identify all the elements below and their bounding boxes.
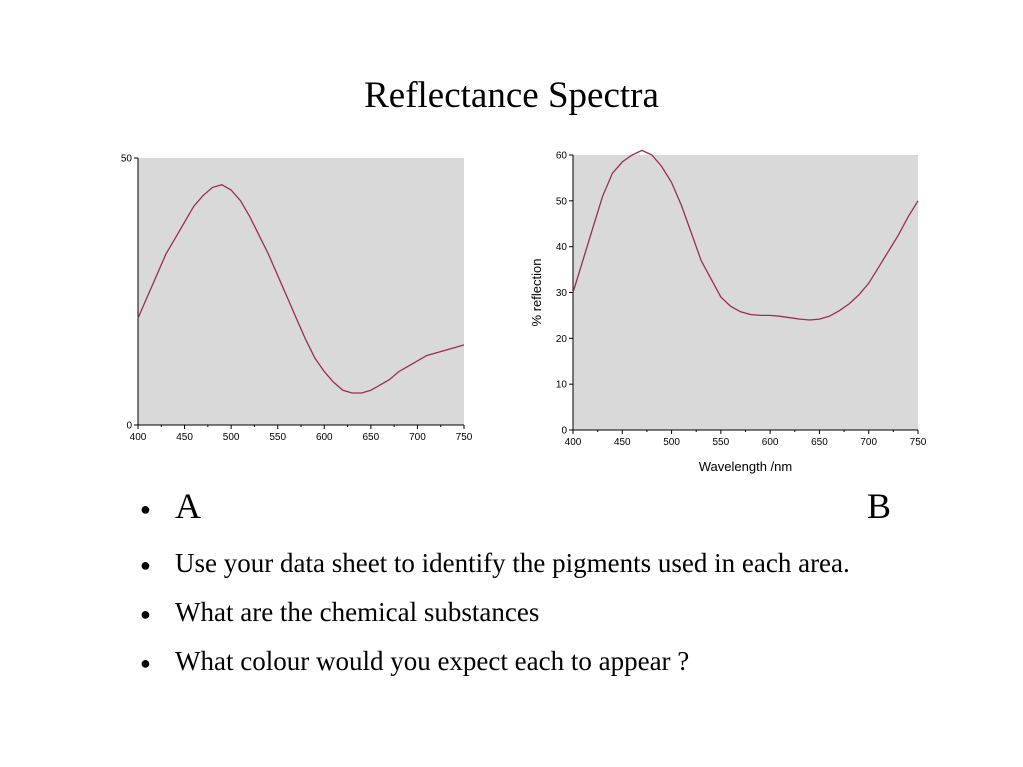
x-tick-label: 550 xyxy=(269,432,286,443)
bullet-text: What colour would you expect each to app… xyxy=(175,646,690,676)
x-tick-label: 550 xyxy=(713,437,730,448)
y-tick-label: 40 xyxy=(556,242,568,253)
bullet-text: What are the chemical substances xyxy=(175,597,540,627)
bullet-dot: ● xyxy=(140,555,151,575)
bullet-text: Use your data sheet to identify the pigm… xyxy=(175,548,850,578)
y-tick-label: 0 xyxy=(126,421,132,432)
bullet-dot: ● xyxy=(140,604,151,624)
y-tick-label: 0 xyxy=(561,426,567,437)
x-tick-label: 750 xyxy=(910,437,927,448)
x-tick-label: 450 xyxy=(176,432,193,443)
x-tick-label: 500 xyxy=(223,432,240,443)
plot-area xyxy=(573,155,918,430)
series-line xyxy=(572,149,919,321)
y-tick-label: 20 xyxy=(556,334,568,345)
y-tick-label: 30 xyxy=(556,288,568,299)
x-tick-label: 500 xyxy=(663,437,680,448)
x-tick-label: 700 xyxy=(860,437,877,448)
x-tick-label: 750 xyxy=(456,432,473,443)
x-tick-label: 400 xyxy=(565,437,582,448)
y-axis-label: % reflection xyxy=(529,259,544,327)
label-b: B xyxy=(867,486,892,526)
x-tick-label: 600 xyxy=(762,437,779,448)
x-tick-label: 400 xyxy=(130,432,147,443)
y-tick-label: 50 xyxy=(121,154,133,165)
series-line xyxy=(137,183,465,394)
x-tick-label: 600 xyxy=(316,432,333,443)
bullet-dot: ● xyxy=(140,653,151,673)
y-tick-label: 60 xyxy=(556,151,568,162)
x-tick-label: 700 xyxy=(409,432,426,443)
x-tick-label: 450 xyxy=(614,437,631,448)
x-axis-label: Wavelength /nm xyxy=(699,459,792,474)
bullet-dot: ● xyxy=(140,499,151,519)
y-tick-label: 10 xyxy=(556,380,568,391)
x-tick-label: 650 xyxy=(811,437,828,448)
x-tick-label: 650 xyxy=(363,432,380,443)
plot-area xyxy=(138,158,464,425)
slide-title: Reflectance Spectra xyxy=(364,75,659,116)
y-tick-label: 50 xyxy=(556,196,568,207)
label-a: A xyxy=(175,486,201,526)
